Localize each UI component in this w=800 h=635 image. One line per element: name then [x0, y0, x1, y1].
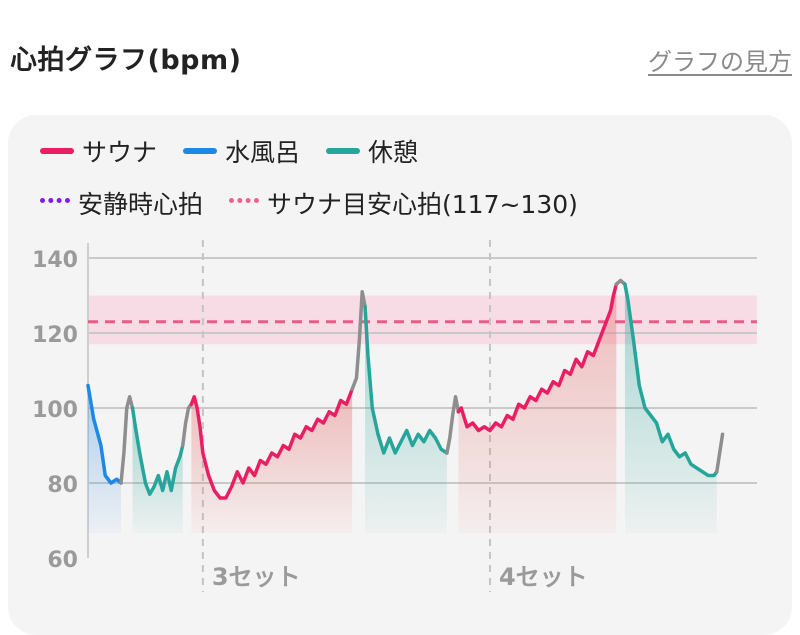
legend-sauna-label: サウナ	[82, 138, 158, 167]
legend-row-1: サウナ 水風呂 休憩	[40, 133, 444, 169]
series-area	[365, 306, 447, 533]
series-area	[458, 284, 617, 533]
series-line	[189, 387, 354, 500]
heart-rate-chart: 60 80 100 120 140 3セット 4セット	[32, 240, 757, 592]
legend-sauna: サウナ	[40, 133, 157, 169]
y-tick-label: 120	[32, 323, 78, 348]
legend-rest-label: 休憩	[368, 138, 419, 167]
series-area	[191, 389, 353, 533]
legend-cold-bath-label: 水風呂	[225, 138, 301, 167]
y-tick-label: 80	[47, 473, 78, 498]
y-tick-label: 140	[32, 248, 78, 273]
legend-resting-hr-swatch	[40, 198, 70, 208]
series-area	[132, 408, 183, 533]
y-tick-label: 100	[32, 398, 78, 423]
series-line	[445, 395, 461, 455]
legend-resting-hr-label: 安静時心拍	[78, 190, 204, 219]
series-area	[88, 385, 122, 533]
series-line	[130, 406, 185, 496]
legend-target-hr-swatch	[229, 198, 260, 208]
series-line	[350, 290, 367, 391]
page-title: 心拍グラフ(bpm)	[10, 45, 242, 76]
heart-rate-card: サウナ 水風呂 休憩 安静時心拍 サウナ目安心拍(117~130)	[8, 115, 792, 635]
series-line	[363, 305, 449, 455]
legend-target-hr-label: サウナ目安心拍(117~130)	[267, 190, 578, 219]
series-line	[86, 383, 123, 485]
legend-row-2: 安静時心拍 サウナ目安心拍(117~130)	[40, 185, 604, 221]
y-tick-label: 60	[47, 548, 78, 573]
legend-rest-swatch	[326, 148, 361, 154]
series-line	[119, 395, 135, 485]
series-line	[456, 282, 619, 433]
legend-cold-bath: 水風呂	[183, 133, 300, 169]
legend-target-hr: サウナ目安心拍(117~130)	[229, 185, 578, 221]
series-line	[623, 282, 719, 478]
legend-rest: 休憩	[326, 133, 418, 169]
legend-cold-bath-swatch	[183, 148, 218, 154]
series-line	[715, 432, 725, 474]
how-to-read-link[interactable]: グラフの見方	[648, 48, 792, 76]
series-line	[614, 278, 627, 286]
set-marker-label: 3セット	[212, 563, 301, 591]
set-marker-label: 4セット	[499, 563, 588, 591]
legend-sauna-swatch	[40, 148, 74, 154]
series-area	[624, 284, 717, 533]
legend-resting-hr: 安静時心拍	[40, 185, 203, 221]
target-hr-band	[88, 295, 757, 345]
series-line	[181, 402, 194, 448]
